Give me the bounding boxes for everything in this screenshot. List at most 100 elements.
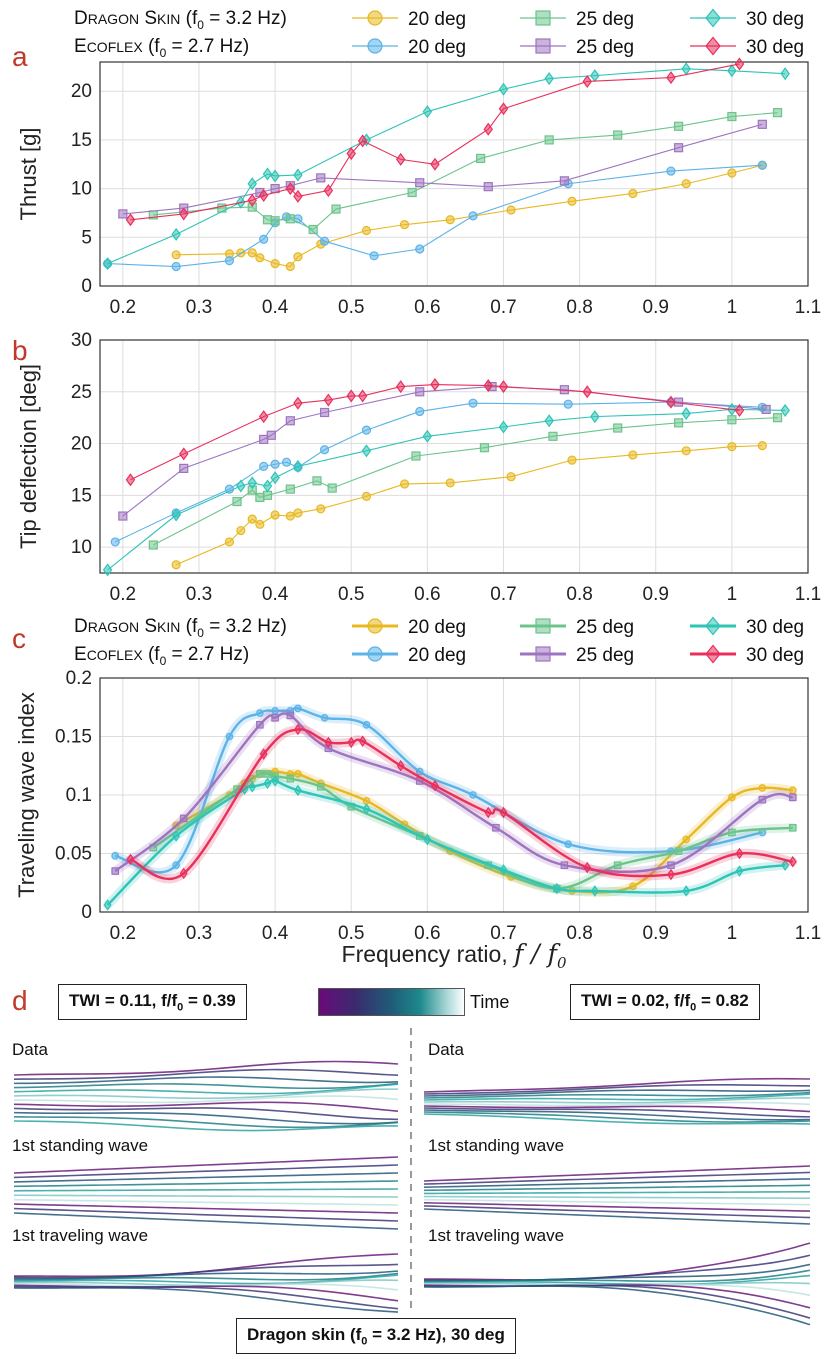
data-point-ec25 <box>559 176 569 186</box>
legend-sub: 0 <box>160 46 167 60</box>
data-point-ec25 <box>259 434 269 445</box>
data-point-ds25 <box>727 111 737 122</box>
y-tick-label: 0 <box>81 276 92 297</box>
data-point-ec30 <box>258 188 269 202</box>
data-point-ds25 <box>262 215 273 225</box>
data-point-ec25 <box>316 173 326 183</box>
wave-right-standing <box>423 1184 811 1192</box>
data-point-ds30 <box>362 803 371 815</box>
left-data-label: Data <box>12 1040 48 1059</box>
data-point-ec30 <box>293 189 303 203</box>
data-point-ds25 <box>613 423 623 433</box>
left-traveling-text: st traveling wave <box>21 1226 149 1245</box>
wave-left-standing <box>13 1194 399 1198</box>
left-traveling-label: 1st traveling wave <box>12 1226 148 1246</box>
legend-marker-ec30 <box>705 644 721 664</box>
legend-marker-ec20 <box>367 646 383 662</box>
plot-frame <box>99 61 809 287</box>
data-point-ds30 <box>590 885 599 897</box>
data-point-ds20 <box>236 525 246 536</box>
data-point-ec20 <box>320 713 329 722</box>
wave-right-data <box>423 1093 811 1101</box>
y-axis-label: Tip deflection [deg] <box>16 364 41 549</box>
series-line-ec30 <box>130 63 740 221</box>
x-tick-label: 0.6 <box>414 923 440 944</box>
wave-right-data <box>423 1089 811 1097</box>
wave-right-traveling <box>423 1285 811 1326</box>
data-point-ds20 <box>270 259 280 269</box>
data-point-ec30 <box>498 380 509 394</box>
wave-right-data <box>423 1107 811 1118</box>
wave-right-data <box>423 1097 811 1104</box>
x-tick-label: 0.5 <box>338 297 364 318</box>
data-point-ds20 <box>362 797 371 805</box>
data-point-ec20 <box>281 457 292 467</box>
legend-suffix: (f <box>180 616 198 637</box>
legend-tail: = 3.2 Hz) <box>204 8 287 29</box>
data-point-ec30 <box>323 393 334 407</box>
data-point-ds20 <box>628 188 638 199</box>
data-point-ds20 <box>247 248 257 258</box>
legend-tail: = 2.7 Hz) <box>166 644 249 665</box>
x-tick-label: 0.3 <box>186 584 212 605</box>
data-point-ec25 <box>673 397 684 407</box>
data-point-ec25 <box>761 404 771 414</box>
wave-left-traveling <box>13 1274 399 1285</box>
y-tick-label: 25 <box>71 382 92 403</box>
twi-left-text: TWI = 0.11, f/f <box>69 991 178 1010</box>
data-point-ec30 <box>582 385 592 399</box>
data-point-ec30 <box>499 806 508 819</box>
legend-marker-ds30 <box>705 8 721 28</box>
legend-marker-ec25 <box>535 646 551 662</box>
panel-letter-d: d <box>12 985 28 1016</box>
x-tick-label: 0.5 <box>338 584 364 605</box>
wave-left-standing <box>13 1198 399 1206</box>
data-point-ds25 <box>673 418 684 428</box>
right-traveling-text: st traveling wave <box>437 1226 565 1245</box>
legend-name2-rest: KIN <box>157 11 180 27</box>
data-point-ec30 <box>125 213 136 227</box>
data-point-ds25 <box>263 770 272 778</box>
wave-left-data <box>13 1076 399 1085</box>
legend-name-first: D <box>74 616 88 637</box>
chart-tip-deflection: 0.2 0.3 0.4 0.5 0.6 0.7 0.8 0.9 1 1.1 10 15 20 25 30 Ti… <box>16 330 821 605</box>
data-point-ec20 <box>110 537 120 547</box>
data-point-ec30 <box>346 389 356 403</box>
wave-left-data <box>13 1068 399 1080</box>
data-point-ec30 <box>126 853 135 866</box>
data-point-ds30 <box>499 864 508 876</box>
data-point-ec25 <box>179 463 189 474</box>
data-point-ds25 <box>312 476 322 486</box>
data-point-ec25 <box>415 178 425 188</box>
left-standing-ord: 1 <box>12 1136 22 1155</box>
data-point-ec30 <box>293 396 303 410</box>
data-point-ec25 <box>118 511 128 521</box>
data-point-ec30 <box>125 473 136 487</box>
data-point-ds20 <box>255 253 265 263</box>
twi-right-tail: = 0.82 <box>696 991 749 1010</box>
data-point-ds20 <box>727 442 737 452</box>
wave-left-standing <box>13 1203 399 1214</box>
data-point-ds25 <box>544 135 554 145</box>
series-line-ds30 <box>107 68 786 265</box>
data-point-ds30 <box>172 830 181 842</box>
data-point-ds30 <box>247 177 257 191</box>
legend-name2-first: S <box>139 616 157 637</box>
data-point-ec20 <box>468 398 478 408</box>
footer-tail: = 3.2 Hz), 30 deg <box>367 1325 505 1344</box>
data-point-ec25 <box>415 387 425 397</box>
y-tick-label: 0.2 <box>66 668 92 689</box>
data-point-ec25 <box>560 861 569 870</box>
data-point-ds20 <box>171 560 181 570</box>
x-axis-label-sub: 0 <box>557 954 567 972</box>
data-point-ec20 <box>563 399 573 409</box>
data-point-ds25 <box>613 861 622 870</box>
legend-text-ds25: 25 deg <box>576 9 634 30</box>
colorbar <box>318 988 465 1016</box>
right-standing-ord: 1 <box>428 1136 438 1155</box>
data-point-ec20 <box>259 461 269 471</box>
wave-left-standing <box>13 1212 399 1230</box>
data-point-ds30 <box>263 777 272 790</box>
data-point-ds30 <box>590 69 600 83</box>
legend-text-ds25: 25 deg <box>576 617 634 638</box>
